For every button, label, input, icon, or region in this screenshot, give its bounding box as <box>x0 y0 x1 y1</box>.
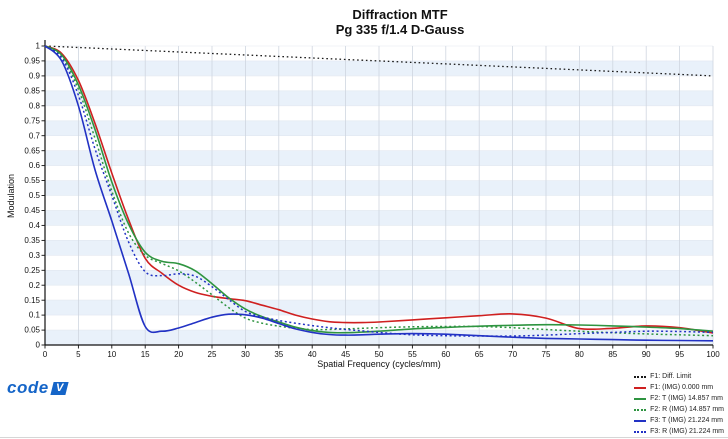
codev-logo: code V <box>7 378 69 398</box>
x-tick-label: 75 <box>542 350 551 359</box>
y-tick-label: 0.7 <box>29 131 41 140</box>
legend-label: F2: R (IMG) 14.857 mm <box>650 406 724 413</box>
x-tick-label: 70 <box>508 350 517 359</box>
series-line-3 <box>44 45 714 337</box>
legend-item: F3: R (IMG) 21.224 mm <box>634 426 724 437</box>
codev-logo-text: code <box>7 378 49 397</box>
x-tick-label: 45 <box>341 350 350 359</box>
y-tick-label: 0.6 <box>29 161 41 170</box>
series-line-2 <box>44 45 714 334</box>
x-tick-label: 35 <box>274 350 283 359</box>
x-tick-label: 40 <box>308 350 317 359</box>
y-tick-label: 1 <box>36 42 41 51</box>
chart-subtitle: Pg 335 f/1.4 D-Gauss <box>335 22 465 37</box>
legend-label: F2: T (IMG) 14.857 mm <box>650 395 723 402</box>
x-tick-label: 80 <box>575 350 584 359</box>
x-tick-label: 65 <box>475 350 484 359</box>
y-tick-label: 0.75 <box>24 116 40 125</box>
y-tick-label: 0.5 <box>29 191 41 200</box>
y-tick-label: 0.55 <box>24 176 40 185</box>
x-tick-label: 25 <box>208 350 217 359</box>
x-tick-label: 30 <box>241 350 250 359</box>
y-tick-label: 0.85 <box>24 86 40 95</box>
legend-item: F3: T (IMG) 21.224 mm <box>634 415 724 426</box>
legend-line-sample <box>634 386 647 389</box>
legend-item: F1: (IMG) 0.000 mm <box>634 382 724 393</box>
x-tick-label: 95 <box>675 350 684 359</box>
y-tick-label: 0.95 <box>24 57 40 66</box>
x-tick-label: 100 <box>706 350 720 359</box>
legend-line-sample <box>634 430 647 433</box>
y-tick-label: 0.35 <box>24 236 40 245</box>
legend-line-sample <box>634 419 647 422</box>
series-line-4 <box>44 45 714 342</box>
x-tick-label: 20 <box>174 350 183 359</box>
x-tick-label: 55 <box>408 350 417 359</box>
legend-line-sample <box>634 375 647 378</box>
legend-label: F3: R (IMG) 21.224 mm <box>650 428 724 435</box>
x-tick-label: 15 <box>141 350 150 359</box>
x-tick-label: 0 <box>43 350 48 359</box>
y-tick-label: 0.8 <box>29 101 41 110</box>
y-axis-ticks: 1 0.95 0.9 0.85 0.8 0.75 0.7 0.65 0.6 0.55 0.5 0.45… <box>24 42 45 350</box>
legend-label: F3: T (IMG) 21.224 mm <box>650 417 723 424</box>
legend-line-sample <box>634 408 647 411</box>
legend-item: F2: R (IMG) 14.857 mm <box>634 404 724 415</box>
legend-label: F1: Diff. Limit <box>650 373 692 380</box>
chart-title: Diffraction MTF <box>352 7 448 22</box>
codev-logo-v-flag: V <box>50 381 69 395</box>
x-tick-label: 10 <box>107 350 116 359</box>
y-tick-label: 0.9 <box>29 72 41 81</box>
y-tick-label: 0.15 <box>24 296 40 305</box>
y-tick-label: 0.1 <box>29 311 41 320</box>
y-axis-label: Modulation <box>6 173 16 219</box>
x-tick-label: 5 <box>76 350 81 359</box>
series-line-5 <box>44 45 714 337</box>
legend-item: F1: Diff. Limit <box>634 371 724 382</box>
vertical-gridlines <box>78 46 714 345</box>
x-axis-ticks: 0 5 10 15 20 25 30 35 40 45 50 55 60 65 70 75 80 85 90 95 10… <box>43 345 720 359</box>
legend-label: F1: (IMG) 0.000 mm <box>650 384 714 391</box>
y-tick-label: 0.3 <box>29 251 41 260</box>
y-tick-label: 0.2 <box>29 281 41 290</box>
bottom-divider <box>0 437 728 438</box>
mtf-plot: 0 5 10 15 20 25 30 35 40 45 50 55 60 65 70 75 80 85 90 95 10… <box>24 40 720 359</box>
y-tick-label: 0.45 <box>24 206 40 215</box>
x-tick-label: 85 <box>608 350 617 359</box>
legend: F1: Diff. Limit F1: (IMG) 0.000 mm F2: T… <box>634 371 724 437</box>
x-tick-label: 50 <box>375 350 384 359</box>
series-line-1 <box>44 45 714 334</box>
x-axis-label: Spatial Frequency (cycles/mm) <box>317 359 441 369</box>
y-tick-label: 0.25 <box>24 266 40 275</box>
chart-title-block: Diffraction MTF Pg 335 f/1.4 D-Gauss <box>70 7 728 37</box>
y-tick-label: 0.4 <box>29 221 41 230</box>
legend-line-sample <box>634 397 647 400</box>
y-tick-label: 0.65 <box>24 146 40 155</box>
legend-item: F2: T (IMG) 14.857 mm <box>634 393 724 404</box>
y-tick-label: 0.05 <box>24 326 40 335</box>
x-tick-label: 60 <box>441 350 450 359</box>
y-tick-label: 0 <box>36 341 41 350</box>
x-tick-label: 90 <box>642 350 651 359</box>
